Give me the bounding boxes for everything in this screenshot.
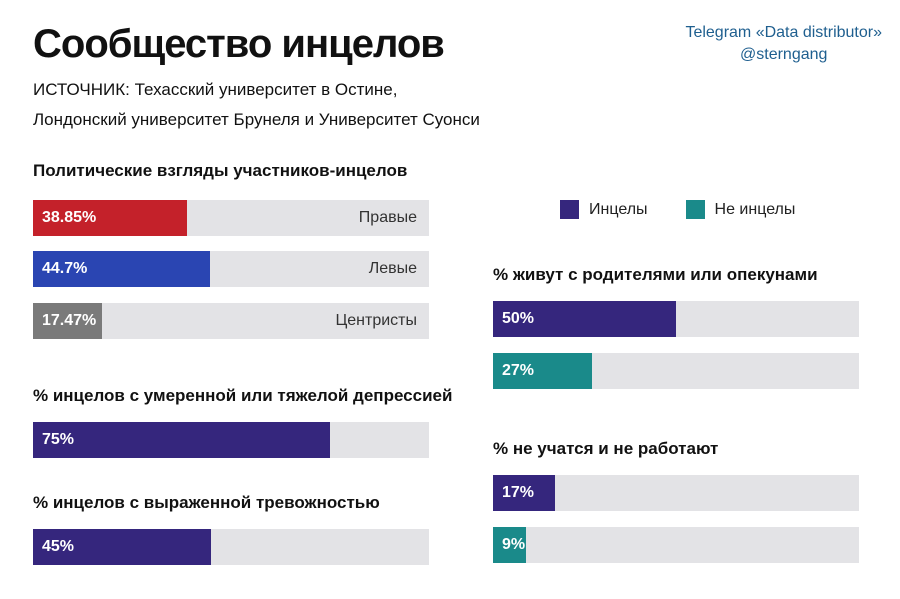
bar-right xyxy=(33,200,187,236)
source-line-2: Лондонский университет Брунеля и Универс… xyxy=(33,110,480,129)
legend-label-incels: Инцелы xyxy=(589,200,648,218)
credit-handle: @sterngang xyxy=(740,46,828,63)
bar-track-neet-incels: 17% xyxy=(493,475,859,511)
bar-track-depression: 75% xyxy=(33,422,429,458)
value-label-neet-incels: 17% xyxy=(502,484,535,501)
legend: Инцелы Не инцелы xyxy=(560,200,833,219)
credit-telegram: Telegram «Data distributor» xyxy=(685,24,882,41)
value-label-parents-non-incels: 27% xyxy=(502,362,535,379)
category-label-left: Левые xyxy=(368,260,417,277)
legend-label-non-incels: Не инцелы xyxy=(714,200,796,218)
living-with-parents-heading: % живут с родителями или опекунами xyxy=(493,265,818,284)
bar-track-parents-incels: 50% xyxy=(493,301,859,337)
legend-item-incels: Инцелы xyxy=(560,200,648,219)
value-label-depression: 75% xyxy=(42,431,75,448)
value-label-centrists: 17.47% xyxy=(42,312,97,329)
value-label-right: 38.85% xyxy=(42,209,97,226)
value-label-anxiety: 45% xyxy=(42,538,75,555)
anxiety-heading: % инцелов с выраженной тревожностью xyxy=(33,493,380,512)
legend-swatch-incels xyxy=(560,200,579,219)
bar-track-parents-non-incels: 27% xyxy=(493,353,859,389)
category-label-right: Правые xyxy=(358,209,417,226)
source-line-1: ИСТОЧНИК: Техасский университет в Остине… xyxy=(33,80,398,99)
bar-neet-non-incels xyxy=(493,527,526,563)
value-label-neet-non-incels: 9% xyxy=(502,536,526,553)
bar-left xyxy=(33,251,210,287)
bar-depression xyxy=(33,422,330,458)
value-label-parents-incels: 50% xyxy=(502,310,535,327)
bar-parents-incels xyxy=(493,301,676,337)
bar-neet-incels xyxy=(493,475,556,511)
value-label-left: 44.7% xyxy=(42,260,88,277)
bar-track-left: 44.7% Левые xyxy=(33,251,429,287)
neet-heading: % не учатся и не работают xyxy=(493,439,719,458)
bar-parents-non-incels xyxy=(493,353,592,389)
category-label-centrists: Центристы xyxy=(335,312,417,329)
bar-track-centrists: 17.47% Центристы xyxy=(33,303,429,339)
political-views-heading: Политические взгляды участников-инцелов xyxy=(33,161,408,180)
bar-track-neet-non-incels: 9% xyxy=(493,527,859,563)
bar-centrists xyxy=(33,303,103,339)
bar-track-anxiety: 45% xyxy=(33,529,429,565)
bar-track-right: 38.85% Правые xyxy=(33,200,429,236)
legend-item-non-incels: Не инцелы xyxy=(685,200,796,219)
credit-block: Telegram «Data distributor» @sterngang xyxy=(685,22,882,66)
bar-anxiety xyxy=(33,529,212,565)
depression-heading: % инцелов с умеренной или тяжелой депрес… xyxy=(33,386,453,405)
page-title: Сообщество инцелов xyxy=(33,22,445,66)
legend-swatch-non-incels xyxy=(685,200,705,219)
